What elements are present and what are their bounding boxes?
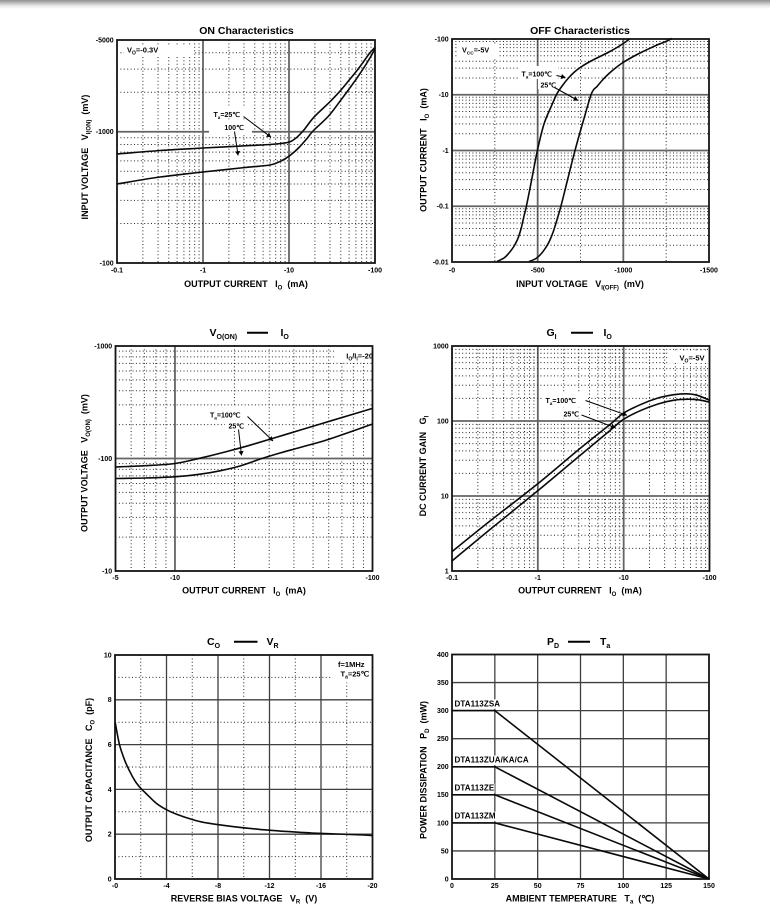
svg-text:-8: -8	[215, 883, 221, 890]
svg-text:125: 125	[660, 883, 672, 890]
svg-text:-100: -100	[365, 575, 379, 582]
svg-text:1000: 1000	[433, 343, 449, 350]
svg-text:DTA113ZM: DTA113ZM	[455, 812, 496, 821]
svg-text:8: 8	[108, 697, 112, 704]
svg-text:-10: -10	[619, 575, 629, 582]
svg-text:DTA113ZE: DTA113ZE	[455, 784, 495, 793]
svg-text:100: 100	[617, 883, 629, 890]
svg-text:75: 75	[577, 883, 585, 890]
svg-text:-0: -0	[449, 268, 455, 275]
svg-text:100℃: 100℃	[224, 124, 244, 132]
svg-text:2: 2	[108, 832, 112, 839]
svg-text:-0.1: -0.1	[111, 268, 123, 275]
svg-text:25: 25	[491, 883, 499, 890]
svg-text:-0.1: -0.1	[437, 204, 449, 211]
svg-text:IO​: IO​	[281, 327, 290, 341]
svg-text:Ta​=100℃: Ta​=100℃	[546, 397, 577, 406]
svg-text:0: 0	[450, 883, 454, 890]
svg-text:-4: -4	[163, 883, 169, 890]
svg-text:VCC​=-5V: VCC​=-5V	[462, 46, 489, 57]
svg-text:250: 250	[437, 736, 449, 743]
svg-text:4: 4	[108, 787, 112, 794]
svg-text:10: 10	[441, 493, 449, 500]
svg-text:-5: -5	[112, 575, 118, 582]
svg-text:-1000: -1000	[614, 268, 632, 275]
svg-text:f=1MHz: f=1MHz	[338, 660, 365, 669]
svg-text:GI​: GI​	[547, 327, 557, 341]
svg-text:-1: -1	[442, 148, 448, 155]
svg-text:OUTPUT CURRENT IO​ (mA): OUTPUT CURRENT IO​ (mA)	[184, 279, 308, 291]
svg-text:200: 200	[437, 764, 449, 771]
svg-text:-12: -12	[264, 883, 274, 890]
svg-text:ON Characteristics: ON Characteristics	[199, 25, 294, 37]
svg-text:-100: -100	[368, 268, 382, 275]
svg-text:Ta​=100℃: Ta​=100℃	[522, 71, 553, 80]
svg-text:25℃: 25℃	[229, 423, 245, 431]
svg-text:VO(ON)​: VO(ON)​	[210, 327, 238, 341]
svg-text:VR​: VR​	[267, 636, 279, 650]
svg-text:-20: -20	[367, 883, 377, 890]
svg-text:VO​=-0.3V: VO​=-0.3V	[127, 46, 158, 57]
svg-text:-0.1: -0.1	[446, 575, 458, 582]
svg-text:100: 100	[437, 418, 449, 425]
svg-text:Ta​=25℃: Ta​=25℃	[214, 111, 241, 120]
svg-text:-0: -0	[112, 883, 118, 890]
svg-text:25℃: 25℃	[541, 82, 557, 90]
svg-text:CO​: CO​	[207, 636, 221, 650]
svg-text:IO​: IO​	[604, 327, 613, 341]
svg-text:300: 300	[437, 708, 449, 715]
svg-text:400: 400	[437, 652, 449, 659]
svg-text:150: 150	[703, 883, 715, 890]
svg-text:DC CURRENT GAIN GI​: DC CURRENT GAIN GI​	[418, 415, 430, 516]
svg-text:0: 0	[108, 876, 112, 883]
svg-text:-1: -1	[535, 575, 541, 582]
svg-text:DTA113ZUA/KA/CA: DTA113ZUA/KA/CA	[455, 756, 529, 765]
svg-text:AMBIENT TEMPERATURE Ta​ (℃): AMBIENT TEMPERATURE Ta​ (℃)	[506, 893, 655, 905]
svg-text:-1000: -1000	[96, 129, 114, 136]
svg-text:OUTPUT CURRENT IO​ (mA): OUTPUT CURRENT IO​ (mA)	[182, 586, 306, 598]
svg-text:10: 10	[104, 652, 112, 659]
svg-text:-16: -16	[316, 883, 326, 890]
svg-text:INPUT VOLTAGE VI(OFF)​ (mV): INPUT VOLTAGE VI(OFF)​ (mV)	[516, 279, 644, 291]
svg-text:-10: -10	[102, 568, 112, 575]
svg-text:DTA113ZSA: DTA113ZSA	[455, 699, 501, 708]
svg-text:-100: -100	[100, 260, 114, 267]
svg-text:-1000: -1000	[94, 343, 112, 350]
svg-text:-100: -100	[435, 36, 449, 43]
svg-text:350: 350	[437, 680, 449, 687]
svg-text:VO​=-5V: VO​=-5V	[680, 354, 705, 365]
svg-text:REVERSE BIAS VOLTAGE VR​ (V: REVERSE BIAS VOLTAGE VR​ (V)	[171, 893, 318, 905]
svg-text:OUTPUT CURRENT IO​ (mA): OUTPUT CURRENT IO​ (mA)	[419, 88, 431, 212]
svg-text:-5000: -5000	[96, 37, 114, 44]
svg-text:-100: -100	[702, 575, 716, 582]
svg-text:1: 1	[445, 568, 449, 575]
svg-text:25℃: 25℃	[564, 411, 580, 419]
svg-text:100: 100	[437, 820, 449, 827]
svg-text:-1: -1	[200, 268, 206, 275]
svg-text:-10: -10	[284, 268, 294, 275]
svg-text:OUTPUT CAPACITANCE CO​ (pF): OUTPUT CAPACITANCE CO​ (pF)	[84, 698, 96, 842]
svg-text:6: 6	[108, 742, 112, 749]
svg-text:-0.01: -0.01	[433, 259, 449, 266]
svg-text:-100: -100	[98, 456, 112, 463]
svg-text:0: 0	[445, 876, 449, 883]
svg-text:-10: -10	[170, 575, 180, 582]
svg-text:-500: -500	[531, 268, 545, 275]
svg-text:50: 50	[534, 883, 542, 890]
svg-text:OFF Characteristics: OFF Characteristics	[530, 25, 630, 37]
svg-text:-10: -10	[439, 92, 449, 99]
svg-text:Ta​: Ta​	[600, 636, 610, 650]
svg-text:50: 50	[441, 848, 449, 855]
svg-text:PD​: PD​	[547, 636, 559, 650]
svg-text:150: 150	[437, 792, 449, 799]
svg-text:Ta​=25℃: Ta​=25℃	[340, 670, 369, 681]
svg-text:OUTPUT CURRENT IO​ (mA): OUTPUT CURRENT IO​ (mA)	[518, 586, 642, 598]
svg-text:IO​/II​=-20: IO​/II​=-20	[346, 352, 373, 363]
svg-text:-1500: -1500	[700, 268, 718, 275]
svg-text:INPUT VOLTAGE VI(ON)​ (mV): INPUT VOLTAGE VI(ON)​ (mV)	[80, 95, 92, 220]
svg-text:POWER DISSIPATION PD​ (mW): POWER DISSIPATION PD​ (mW)	[419, 701, 431, 839]
svg-text:Ta​=100℃: Ta​=100℃	[210, 412, 241, 421]
svg-text:OUTPUT VOLTAGE VO(ON)​ (mV): OUTPUT VOLTAGE VO(ON)​ (mV)	[80, 394, 92, 532]
